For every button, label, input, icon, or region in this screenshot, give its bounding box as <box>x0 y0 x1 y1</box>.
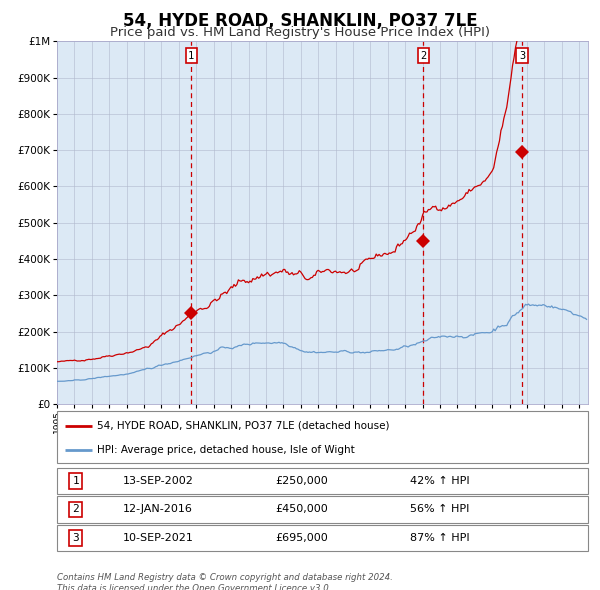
Text: 12-JAN-2016: 12-JAN-2016 <box>123 504 193 514</box>
Text: 13-SEP-2002: 13-SEP-2002 <box>122 476 193 486</box>
Text: Contains HM Land Registry data © Crown copyright and database right 2024.
This d: Contains HM Land Registry data © Crown c… <box>57 573 393 590</box>
Text: 54, HYDE ROAD, SHANKLIN, PO37 7LE (detached house): 54, HYDE ROAD, SHANKLIN, PO37 7LE (detac… <box>97 421 389 431</box>
Text: 56% ↑ HPI: 56% ↑ HPI <box>410 504 469 514</box>
Text: HPI: Average price, detached house, Isle of Wight: HPI: Average price, detached house, Isle… <box>97 445 355 455</box>
Text: 54, HYDE ROAD, SHANKLIN, PO37 7LE: 54, HYDE ROAD, SHANKLIN, PO37 7LE <box>122 12 478 30</box>
Text: 1: 1 <box>72 476 79 486</box>
Text: 42% ↑ HPI: 42% ↑ HPI <box>410 476 469 486</box>
Text: 2: 2 <box>72 504 79 514</box>
Text: 3: 3 <box>519 51 525 61</box>
Text: 10-SEP-2021: 10-SEP-2021 <box>122 533 193 543</box>
Text: 2: 2 <box>420 51 427 61</box>
Text: £695,000: £695,000 <box>275 533 328 543</box>
Text: £450,000: £450,000 <box>275 504 328 514</box>
Text: 1: 1 <box>188 51 194 61</box>
Text: Price paid vs. HM Land Registry's House Price Index (HPI): Price paid vs. HM Land Registry's House … <box>110 26 490 39</box>
Text: 87% ↑ HPI: 87% ↑ HPI <box>410 533 469 543</box>
Text: £250,000: £250,000 <box>275 476 328 486</box>
Text: 3: 3 <box>72 533 79 543</box>
